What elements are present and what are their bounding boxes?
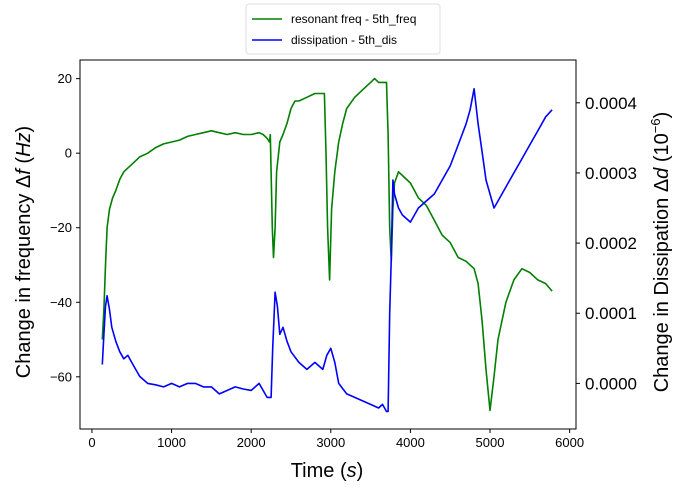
y-axis-left-title: Change in frequency Δf (Hz) (13, 126, 35, 378)
y-left-tick-label: −60 (50, 369, 72, 384)
x-tick-label: 3000 (316, 435, 345, 450)
y-left-tick-label: −40 (50, 295, 72, 310)
x-tick-label: 1000 (157, 435, 186, 450)
plot-frame (79, 59, 577, 430)
x-tick-label: 2000 (237, 435, 266, 450)
series-line-frequency (101, 77, 553, 412)
legend-label-dis: dissipation - 5th_dis (291, 33, 397, 47)
y-left-tick-label: −20 (50, 220, 72, 235)
y-right-tick-label: 0.0002 (585, 234, 637, 253)
legend: resonant freq - 5th_freq dissipation - 5… (245, 3, 441, 55)
y-left-tick-label: 20 (58, 71, 72, 86)
x-axis-title: Time (s) (291, 460, 364, 482)
y-axis-left: −60 −40 −20 0 20 (50, 71, 80, 384)
plot-area (79, 59, 577, 430)
x-tick-label: 5000 (476, 435, 505, 450)
legend-frame (245, 3, 441, 55)
y-left-tick-label: 0 (65, 146, 72, 161)
legend-label-freq: resonant freq - 5th_freq (291, 12, 416, 26)
x-tick-label: 6000 (555, 435, 584, 450)
series-line-dissipation (101, 88, 553, 413)
y-right-tick-label: 0.0001 (585, 304, 637, 323)
y-right-tick-label: 0.0004 (585, 94, 637, 113)
y-right-tick-label: 0.0000 (585, 374, 637, 393)
x-tick-label: 4000 (396, 435, 425, 450)
x-axis: 0 1000 2000 3000 4000 5000 6000 (88, 429, 584, 450)
y-axis-right: 0.0000 0.0001 0.0002 0.0003 0.0004 (576, 94, 637, 393)
x-tick-label: 0 (88, 435, 95, 450)
y-right-tick-label: 0.0003 (585, 164, 637, 183)
y-axis-right-title: Change in Dissipation Δd (10−6) (648, 112, 673, 393)
